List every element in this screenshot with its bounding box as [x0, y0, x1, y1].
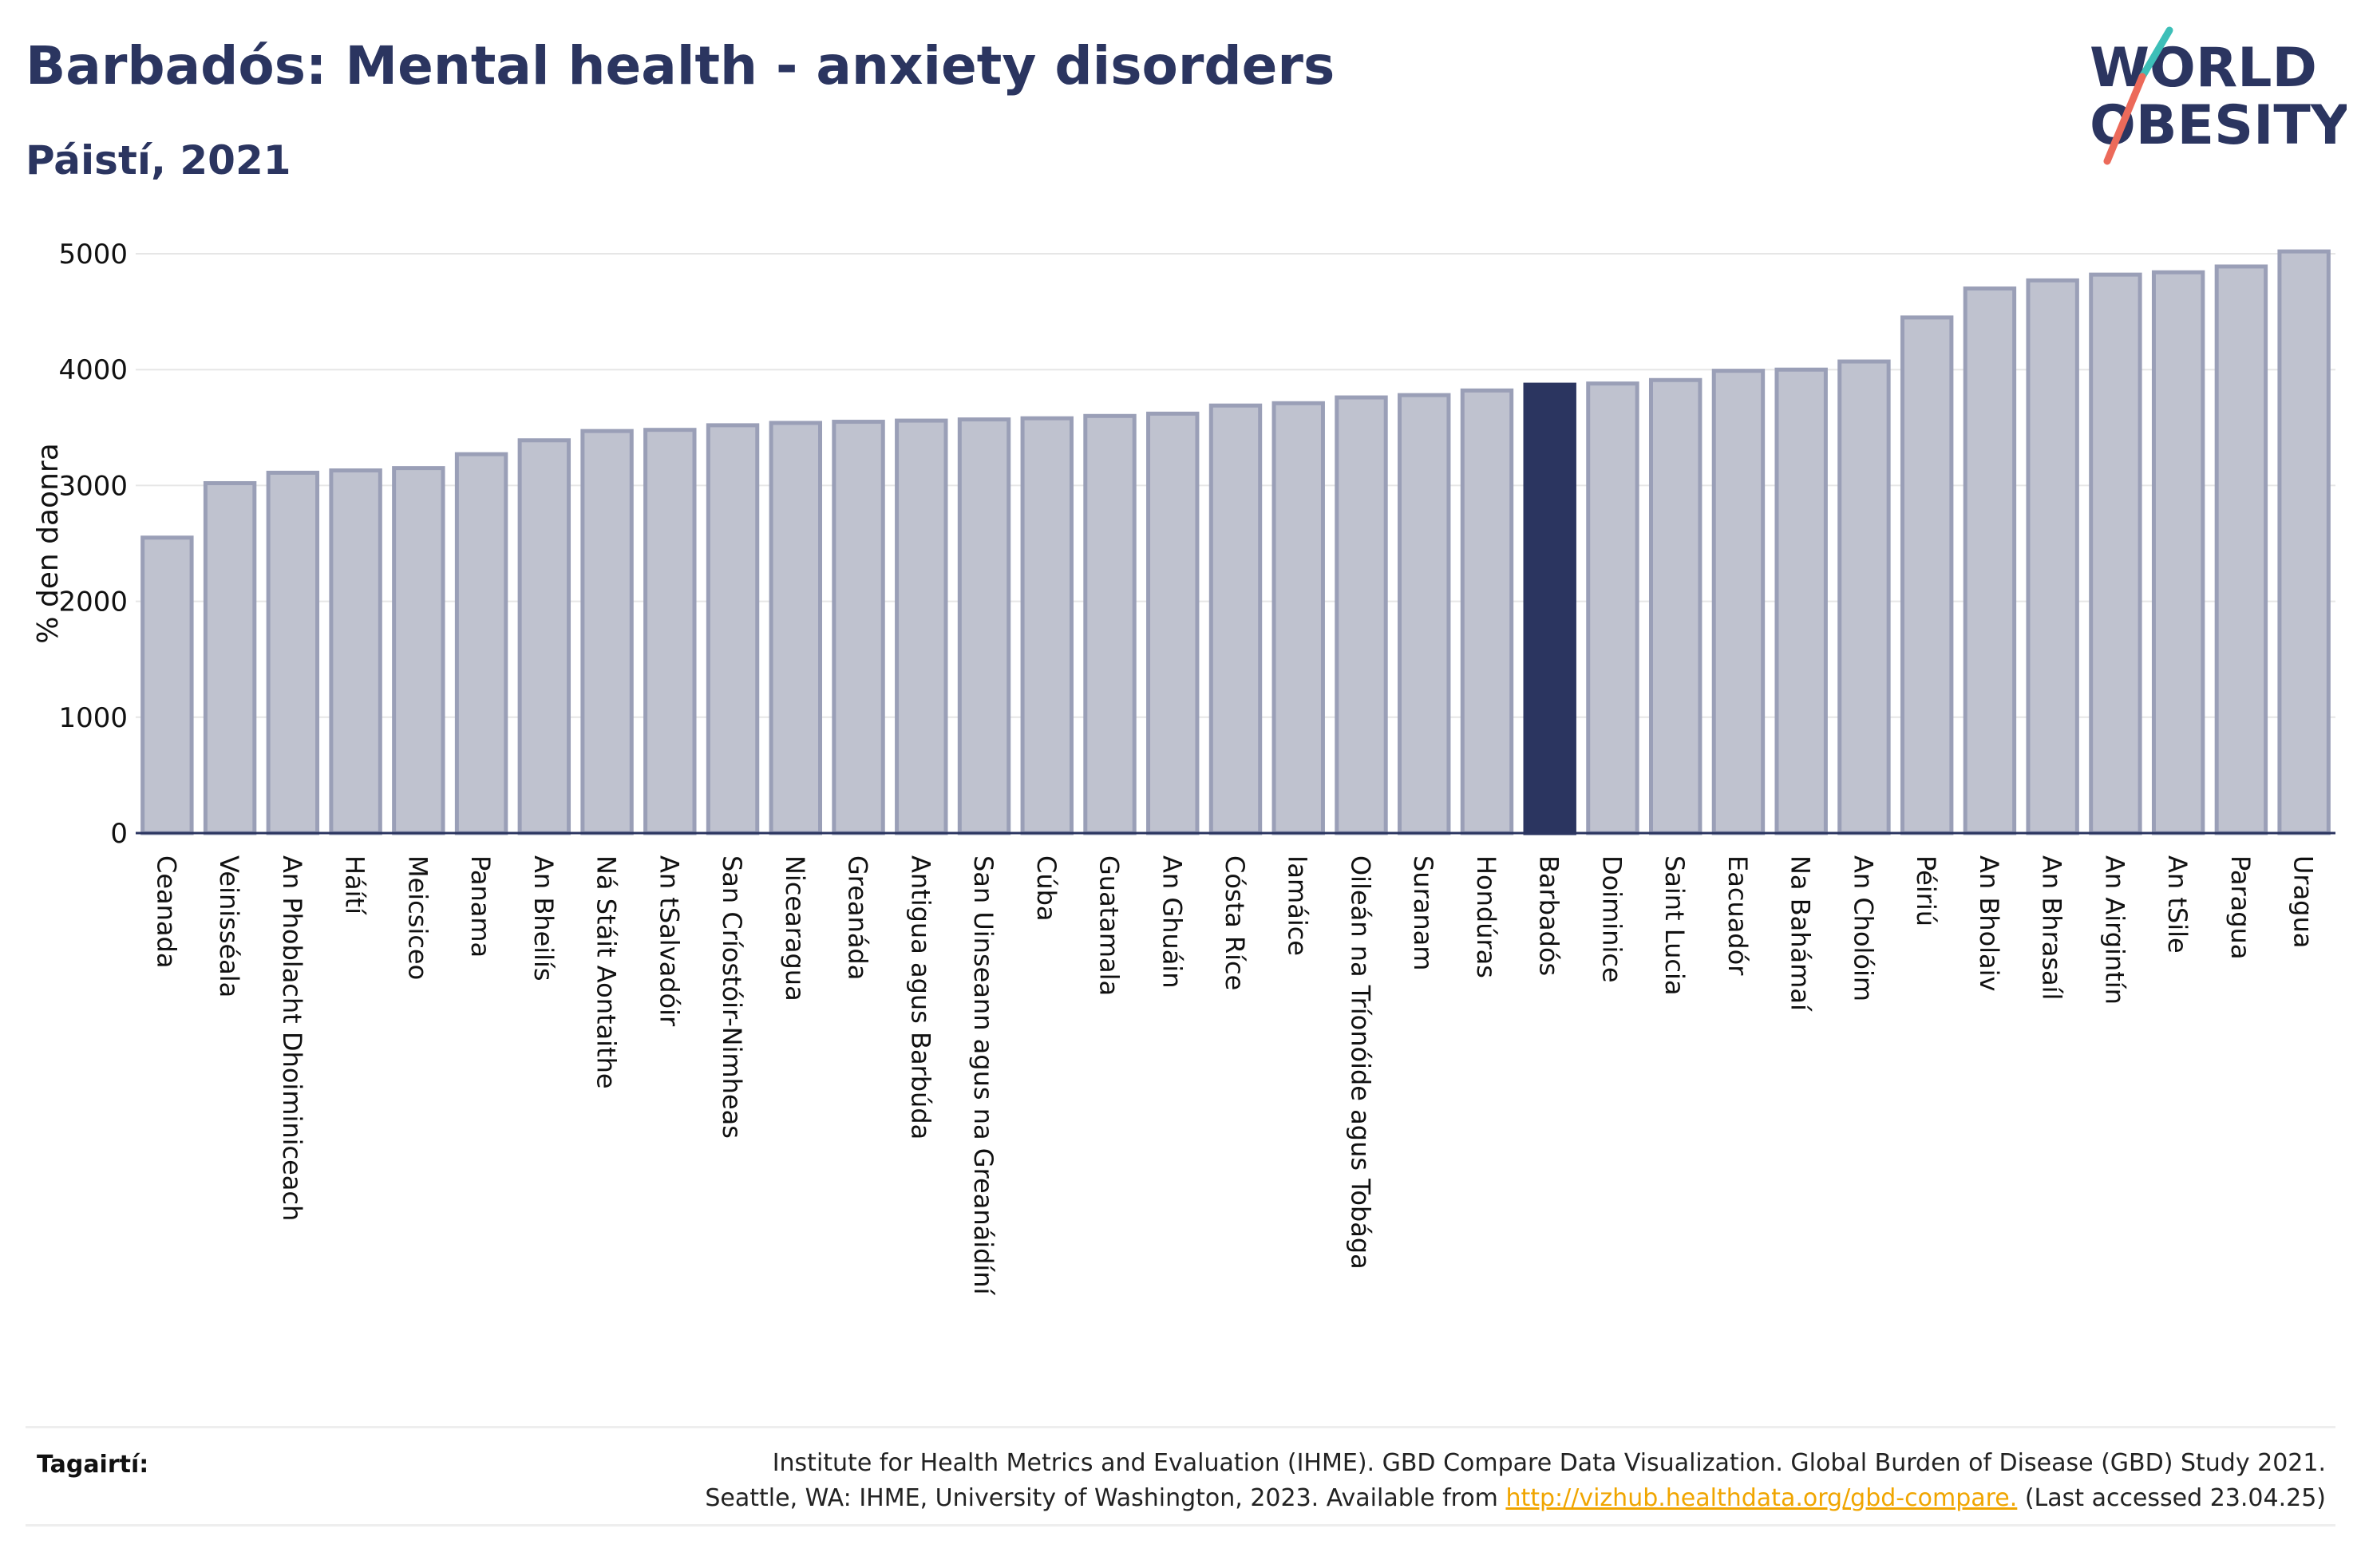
bar — [1586, 381, 1639, 835]
x-tick-label: Barbadós — [1534, 855, 1564, 976]
bar — [643, 428, 697, 835]
y-axis-ticks: 0 1000 2000 3000 4000 5000 — [58, 239, 128, 850]
x-tick-label: Guatamala — [1094, 855, 1125, 996]
bar — [1398, 393, 1451, 835]
y-tick-label: 0 — [110, 818, 128, 850]
bar — [140, 535, 194, 835]
x-tick-label: An Bheilís — [528, 855, 559, 981]
y-tick-label: 1000 — [58, 702, 128, 734]
x-tick-label: Saint Lucia — [1659, 855, 1690, 995]
bar — [1208, 403, 1263, 835]
chart-subtitle: Páistí, 2021 — [26, 137, 291, 184]
bar — [1711, 369, 1766, 835]
x-tick-label: An Cholóim — [1848, 855, 1878, 1001]
x-tick-label: Cúba — [1031, 855, 1062, 922]
x-tick-label: Cósta Ríce — [1220, 855, 1250, 990]
source-label: Tagairtí: — [37, 1451, 149, 1479]
x-axis-tick-labels: Ceanada Veinisséala An Phoblacht Dhoiminic… — [151, 855, 2318, 1296]
y-tick-label: 2000 — [58, 587, 128, 618]
bar — [266, 470, 320, 835]
x-tick-label: Háítí — [340, 855, 370, 915]
x-tick-label: An Ghuáin — [1157, 855, 1187, 988]
bar-chart: 0 1000 2000 3000 4000 5000 Ceanada Veinisséala… — [32, 239, 2335, 1296]
x-tick-label: Suranam — [1408, 855, 1438, 970]
bar — [517, 438, 571, 835]
source-link[interactable]: http://vizhub.healthdata.org/gbd-compare… — [1505, 1483, 2018, 1512]
footer-divider-bottom — [26, 1524, 2335, 1527]
x-tick-label: An Airgintín — [2099, 855, 2130, 1005]
bar — [1963, 286, 2017, 835]
footer-divider-top — [26, 1426, 2335, 1428]
bar — [2214, 264, 2268, 835]
x-tick-label: Meicsiceo — [402, 855, 433, 980]
x-tick-label: Panama — [465, 855, 496, 958]
bar — [957, 417, 1011, 835]
bar — [2089, 272, 2142, 835]
x-tick-label: Ceanada — [151, 855, 181, 968]
y-axis-label: % den daonra — [32, 443, 65, 644]
bar — [1460, 388, 1514, 835]
bar — [2026, 278, 2079, 835]
x-tick-label: Doiminice — [1596, 855, 1627, 983]
bar — [2277, 249, 2331, 835]
logo-slash-coral — [2103, 73, 2146, 165]
x-tick-label: Oileán na Tríonóide agus Tobága — [1345, 855, 1375, 1270]
x-tick-label: Nicearagua — [780, 855, 810, 1001]
bar — [1900, 315, 1954, 835]
bar — [832, 420, 885, 835]
x-tick-label: Ná Stáit Aontaithe — [591, 855, 622, 1089]
bar — [895, 418, 948, 835]
bar — [1837, 359, 1891, 835]
y-tick-label: 4000 — [58, 354, 128, 386]
bar — [1146, 411, 1200, 835]
bars — [140, 249, 2331, 835]
bar — [203, 480, 257, 835]
bar — [392, 466, 445, 835]
x-tick-label: Péiriú — [1911, 855, 1941, 926]
x-tick-label: An Phoblacht Dhoiminiceach — [277, 855, 307, 1221]
bar — [2151, 270, 2205, 835]
chart-title: Barbadós: Mental health - anxiety disord… — [26, 35, 1335, 97]
bar — [706, 423, 760, 835]
bar — [1774, 367, 1828, 835]
x-tick-label: San Uinseann agus na Greanáidíní — [968, 855, 999, 1296]
x-tick-label: Paragua — [2225, 855, 2256, 959]
bar — [769, 421, 823, 835]
x-tick-label: Iamáice — [1283, 855, 1313, 956]
logo-line1: WORLD — [2090, 37, 2317, 100]
x-tick-label: Uragua — [2288, 855, 2319, 948]
bar — [580, 429, 634, 835]
x-tick-label: Hondúras — [1471, 855, 1501, 978]
world-obesity-logo: WORLD OBESITY — [2090, 26, 2347, 165]
x-tick-label: Veinisséala — [214, 855, 244, 997]
y-tick-label: 5000 — [58, 239, 128, 271]
x-tick-label: San Críostóir-Nimheas — [717, 855, 747, 1139]
x-tick-label: An tSile — [2162, 855, 2193, 954]
bar — [1271, 401, 1325, 835]
x-tick-label: Antigua agus Barbúda — [905, 855, 935, 1139]
bar — [1020, 416, 1074, 835]
bar — [454, 452, 508, 835]
source-line2-pre: Seattle, WA: IHME, University of Washing… — [705, 1483, 1506, 1512]
source-line2-post: (Last accessed 23.04.25) — [2017, 1483, 2326, 1512]
bar — [1648, 377, 1703, 835]
bar — [1083, 413, 1137, 835]
x-tick-label: An tSalvadóir — [654, 855, 684, 1027]
x-tick-label: An Bholaiv — [1974, 855, 2004, 991]
source-citation: Institute for Health Metrics and Evaluat… — [410, 1446, 2326, 1515]
bar — [329, 468, 382, 835]
x-tick-label: Eacuadór — [1722, 855, 1753, 976]
bar — [1335, 395, 1388, 835]
bar-highlight — [1523, 382, 1576, 835]
x-tick-label: An Bhrasaíl — [2037, 855, 2067, 1000]
logo-slash-teal — [2138, 26, 2173, 81]
source-line1: Institute for Health Metrics and Evaluat… — [772, 1449, 2326, 1477]
x-tick-label: Greanáda — [843, 855, 873, 980]
x-tick-label: Na Bahámaí — [1786, 855, 1816, 1012]
y-tick-label: 3000 — [58, 470, 128, 502]
